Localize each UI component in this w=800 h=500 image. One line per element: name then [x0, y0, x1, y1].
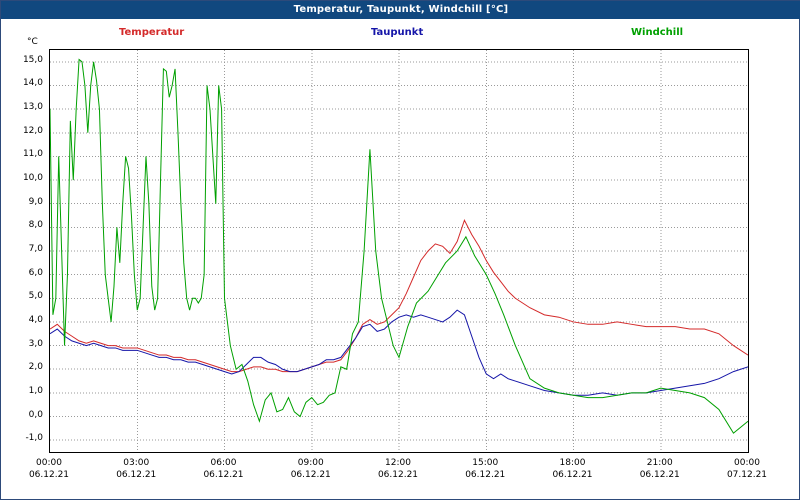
y-axis-tick-label: -1,0 [25, 433, 43, 444]
x-tick-date: 07.12.21 [726, 470, 768, 480]
series-line-windchill [50, 58, 748, 434]
legend-label-temperatur: Temperatur [119, 27, 185, 38]
chart-svg [50, 50, 748, 452]
legend-item-taupunkt: Taupunkt [371, 27, 423, 38]
y-axis-tick-label: 14,0 [22, 78, 43, 89]
y-axis-tick-label: 3,0 [28, 338, 43, 349]
y-axis-tick-label: 15,0 [22, 54, 43, 65]
window-title: Temperatur, Taupunkt, Windchill [°C] [293, 4, 509, 15]
y-axis-unit-label: °C [27, 37, 38, 47]
x-tick-date: 06.12.21 [552, 470, 593, 480]
y-axis-tick-label: 9,0 [28, 196, 43, 207]
x-tick-date: 06.12.21 [465, 470, 506, 480]
x-tick-time: 15:00 [472, 458, 499, 468]
x-tick-date: 06.12.21 [28, 470, 70, 480]
x-axis-tick-label: 03:00 06.12.21 [106, 457, 166, 481]
x-tick-date: 06.12.21 [290, 470, 331, 480]
x-tick-time: 03:00 [123, 458, 150, 468]
x-tick-date: 06.12.21 [203, 470, 244, 480]
x-tick-time: 00:00 [734, 458, 760, 468]
x-tick-date: 06.12.21 [639, 470, 680, 480]
x-axis-tick-label: 00:00 06.12.21 [19, 457, 79, 481]
plot-area-wrapper [49, 49, 749, 453]
x-axis-tick-label: 15:00 06.12.21 [455, 457, 515, 481]
y-axis-tick-label: 5,0 [28, 291, 43, 302]
y-axis-tick-label: 2,0 [28, 362, 43, 373]
data-series-layer [50, 58, 748, 434]
x-tick-date: 06.12.21 [377, 470, 419, 480]
x-tick-time: 18:00 [559, 458, 586, 468]
legend-item-windchill: Windchill [631, 27, 683, 38]
x-tick-time: 00:00 [36, 458, 62, 468]
series-line-temperatur [50, 218, 748, 373]
y-axis-tick-label: 8,0 [28, 220, 43, 231]
x-axis-tick-label: 00:00 07.12.21 [717, 457, 777, 481]
y-axis-tick-label: 13,0 [22, 102, 43, 113]
x-axis-tick-label: 21:00 06.12.21 [630, 457, 690, 481]
x-tick-time: 09:00 [297, 458, 324, 468]
x-axis-tick-label: 18:00 06.12.21 [543, 457, 603, 481]
x-tick-date: 06.12.21 [116, 470, 157, 480]
y-axis-tick-label: 4,0 [28, 314, 43, 325]
x-tick-time: 06:00 [210, 458, 237, 468]
plot-area [49, 49, 749, 453]
grid-lines [50, 50, 748, 452]
legend-label-taupunkt: Taupunkt [371, 27, 424, 38]
y-axis-tick-label: 0,0 [28, 409, 43, 420]
x-axis-tick-label: 12:00 06.12.21 [368, 457, 428, 481]
y-axis-tick-label: 11,0 [22, 149, 43, 160]
legend-item-temperatur: Temperatur [119, 27, 184, 38]
window-title-bar: Temperatur, Taupunkt, Windchill [°C] [1, 1, 800, 19]
legend-label-windchill: Windchill [631, 27, 684, 38]
y-axis-tick-label: 12,0 [22, 125, 43, 136]
series-line-taupunkt [50, 309, 748, 396]
y-axis-tick-label: 10,0 [22, 173, 43, 184]
x-tick-time: 21:00 [646, 458, 673, 468]
y-axis-tick-label: 6,0 [28, 267, 43, 278]
x-tick-time: 12:00 [385, 458, 411, 468]
y-axis-tick-label: 1,0 [28, 385, 43, 396]
x-axis-tick-label: 06:00 06.12.21 [194, 457, 254, 481]
y-axis-tick-label: 7,0 [28, 244, 43, 254]
x-axis-tick-label: 09:00 06.12.21 [281, 457, 341, 481]
